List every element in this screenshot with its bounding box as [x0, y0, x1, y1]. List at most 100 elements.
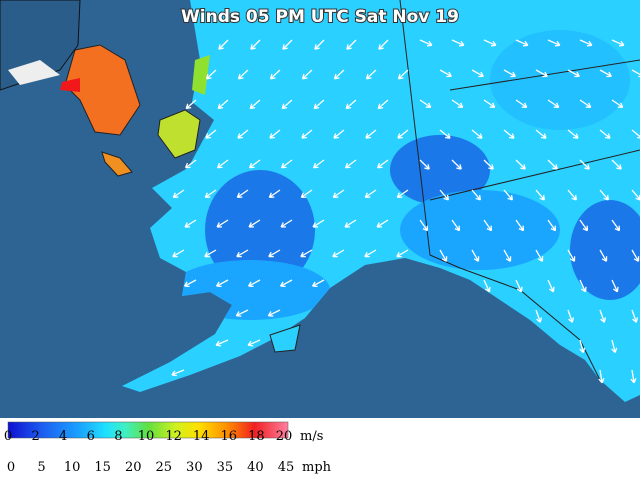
- wind-arrow: [247, 279, 261, 288]
- wind-arrow: [314, 39, 325, 50]
- wind-arrow: [376, 219, 389, 228]
- wind-arrow: [365, 69, 377, 80]
- wind-arrow: [311, 279, 325, 288]
- wind-arrow: [267, 309, 281, 317]
- mph-label: 5: [37, 460, 45, 475]
- wind-arrow: [631, 309, 638, 323]
- wind-arrow: [535, 249, 544, 262]
- mph-label: 35: [217, 460, 234, 475]
- ms-label: 16: [221, 429, 238, 444]
- wind-arrow: [579, 339, 586, 354]
- wind-arrow: [236, 189, 249, 199]
- wind-arrow: [282, 39, 293, 50]
- wind-arrow: [599, 189, 610, 201]
- wind-arrow: [630, 369, 637, 384]
- wind-arrow: [301, 129, 313, 139]
- mph-label: 15: [94, 460, 111, 475]
- wind-arrow: [247, 339, 261, 347]
- ms-label: 6: [87, 429, 95, 444]
- wind-arrow: [215, 339, 229, 347]
- wind-arrow: [185, 99, 197, 110]
- wind-arrow: [218, 39, 229, 50]
- wind-arrow: [397, 69, 409, 80]
- wind-arrow: [547, 159, 558, 170]
- wind-arrow: [313, 99, 325, 110]
- wind-arrow: [365, 129, 377, 139]
- wind-arrow: [599, 309, 606, 323]
- wind-arrow: [579, 279, 587, 293]
- wind-arrow: [250, 39, 261, 50]
- color-scale: [7, 421, 289, 439]
- wind-arrow: [451, 159, 462, 170]
- mph-unit: mph: [302, 460, 332, 475]
- wind-arrow: [269, 129, 281, 139]
- wind-arrow: [503, 69, 516, 78]
- wind-arrow: [376, 159, 389, 169]
- wind-arrow: [205, 129, 217, 139]
- wind-arrow: [346, 39, 357, 50]
- wind-arrow: [503, 249, 512, 262]
- wind-arrow: [535, 129, 547, 139]
- wind-arrow: [611, 339, 618, 354]
- wind-arrow: [269, 69, 281, 80]
- wind-arrow: [611, 39, 625, 47]
- ms-label: 12: [165, 429, 182, 444]
- wind-arrow: [268, 249, 281, 258]
- wind-arrow: [204, 249, 217, 258]
- wind-arrow: [172, 189, 185, 199]
- wind-arrow: [396, 189, 409, 199]
- wind-arrow: [567, 129, 579, 139]
- wind-arrow: [279, 279, 293, 288]
- wind-arrow: [483, 219, 493, 232]
- ms-label: 0: [4, 429, 12, 444]
- wind-arrow: [248, 219, 261, 228]
- mph-label: 40: [247, 460, 264, 475]
- wind-arrow: [300, 189, 313, 199]
- wind-arrow: [515, 99, 528, 108]
- wind-arrow: [547, 39, 561, 47]
- wind-arrow: [515, 39, 529, 47]
- mph-label: 20: [125, 460, 142, 475]
- wind-arrow: [611, 99, 624, 108]
- wind-arrow: [344, 219, 357, 228]
- wind-arrow: [451, 99, 464, 108]
- wind-arrow: [515, 159, 526, 170]
- wind-arrow: [579, 219, 589, 232]
- wind-arrow: [333, 69, 345, 80]
- wind-arrow: [172, 249, 185, 258]
- wind-arrow: [345, 99, 357, 110]
- wind-arrow: [547, 99, 560, 108]
- wind-arrow: [471, 189, 482, 201]
- wind-arrow: [471, 129, 483, 139]
- wind-arrow: [483, 39, 497, 47]
- wind-arrow: [631, 69, 640, 78]
- wind-arrow: [567, 309, 574, 323]
- wind-arrow: [567, 69, 580, 78]
- wind-arrow: [567, 249, 576, 262]
- wind-arrow: [237, 69, 249, 80]
- ms-label: 20: [276, 429, 293, 444]
- wind-arrow: [439, 189, 450, 201]
- wind-arrow: [535, 189, 546, 201]
- wind-arrow: [483, 279, 491, 293]
- wind-arrow: [503, 129, 515, 139]
- wind-arrow: [280, 219, 293, 228]
- ms-label: 4: [59, 429, 67, 444]
- ms-label: 18: [248, 429, 265, 444]
- wind-arrow: [171, 369, 185, 377]
- mph-label: 25: [156, 460, 173, 475]
- wind-arrow: [599, 69, 612, 78]
- mph-label: 45: [278, 460, 295, 475]
- wind-arrow: [332, 189, 345, 199]
- wind-arrow: [184, 219, 197, 228]
- wind-arrow: [611, 279, 619, 293]
- wind-arrow: [281, 99, 293, 110]
- map-title: Winds 05 PM UTC Sat Nov 19: [181, 7, 459, 27]
- wind-arrow: [515, 279, 523, 293]
- wind-arrow: [204, 189, 217, 199]
- ms-label: 10: [138, 429, 155, 444]
- wind-arrow: [312, 159, 325, 169]
- wind-arrow: [535, 69, 548, 78]
- wind-arrow: [217, 99, 229, 110]
